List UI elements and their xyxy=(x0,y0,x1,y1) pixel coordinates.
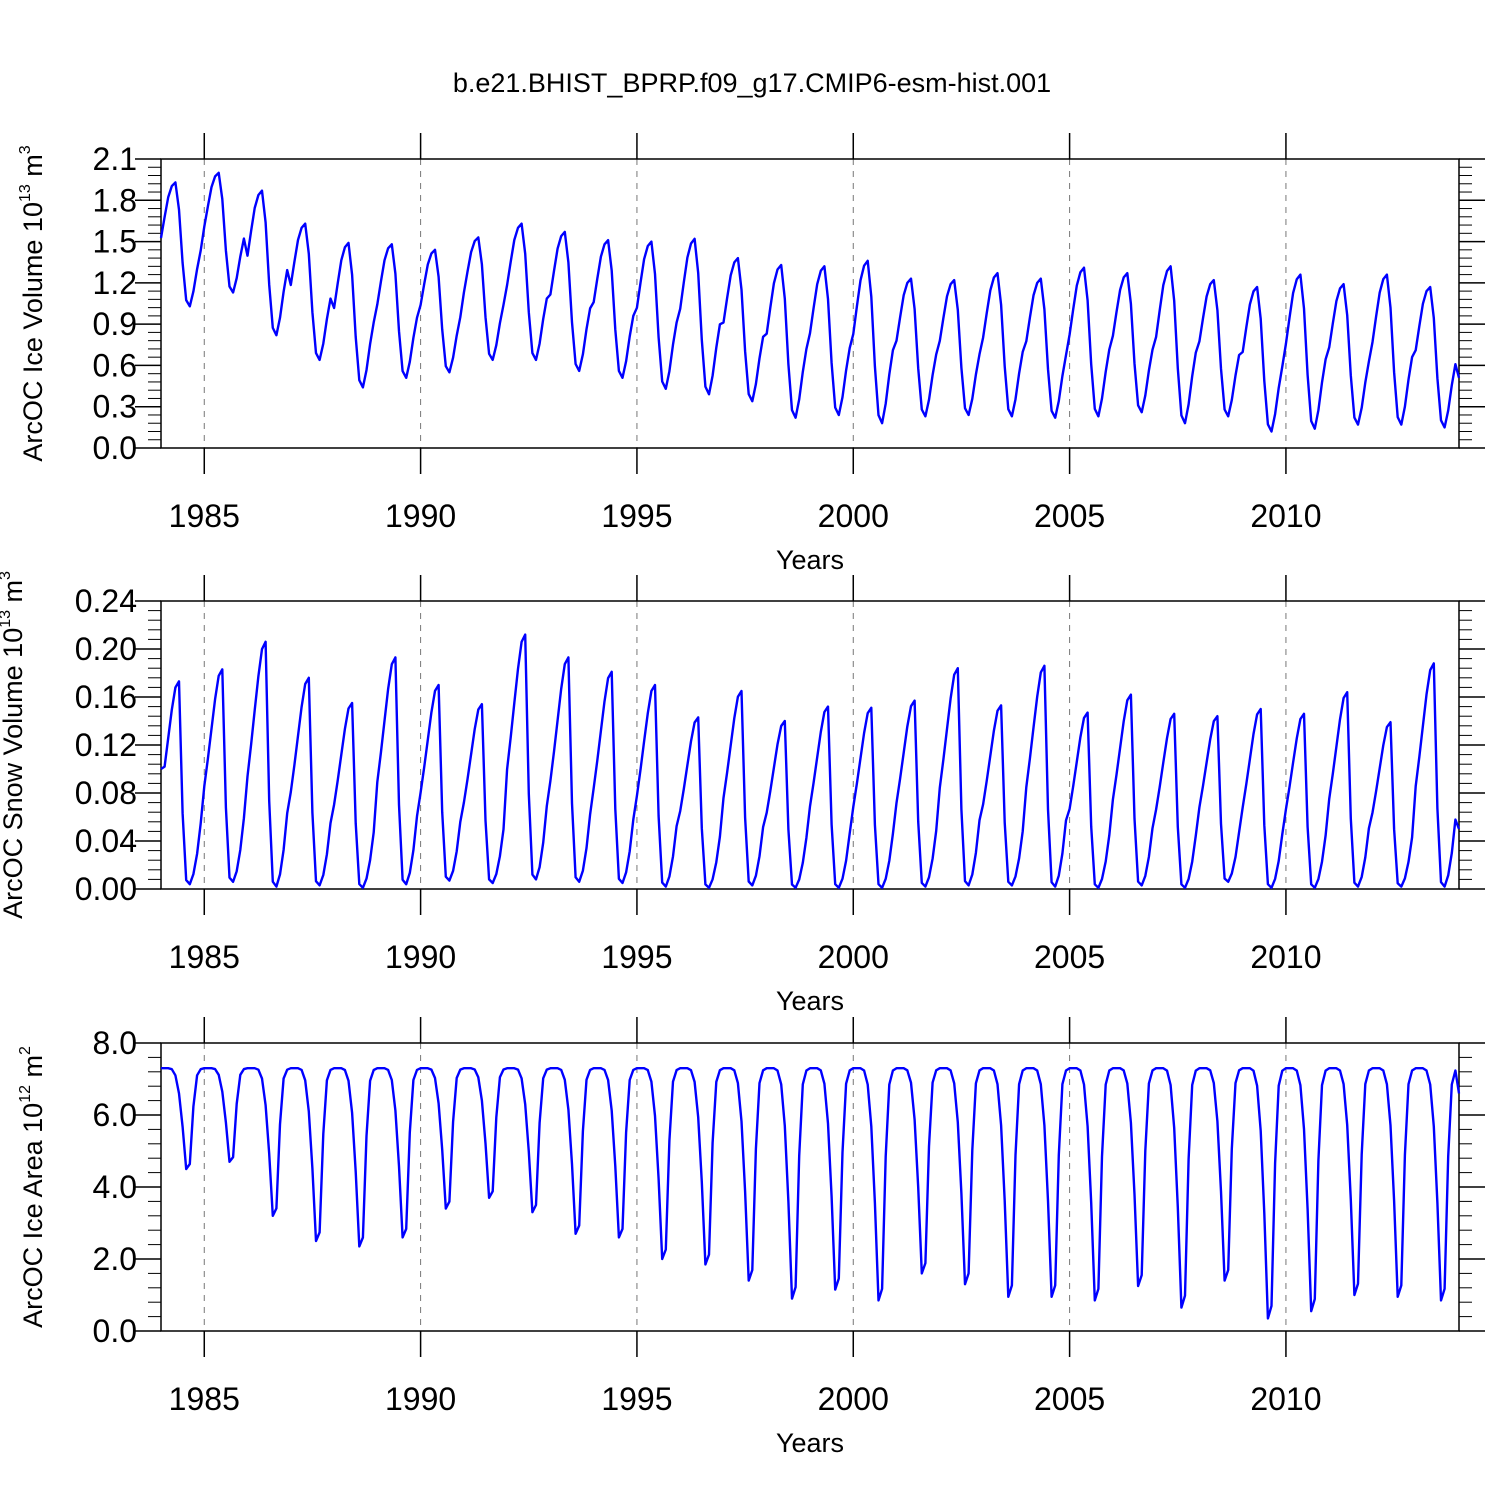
y-tick-label: 0.3 xyxy=(93,389,137,425)
y-tick-label: 1.2 xyxy=(93,265,137,301)
series-line-ice-volume xyxy=(159,171,1461,433)
x-tick-label: 2000 xyxy=(818,498,889,534)
x-tick-label: 2010 xyxy=(1250,939,1321,975)
panel-ice-volume: 1985 1990 1995 2000 2005 2010 Years 0.0 0.3 0.6 0.… xyxy=(17,133,1485,575)
y-tick-label: 0.16 xyxy=(75,679,137,715)
x-tick-label: 1995 xyxy=(601,1381,672,1417)
y-axis-title: ArcOC Snow Volume 1013 m3 xyxy=(0,571,28,919)
x-tick-label: 1990 xyxy=(385,939,456,975)
x-tick-label: 1985 xyxy=(169,498,240,534)
x-axis-title: Years xyxy=(776,986,844,1016)
series-line-snow-volume xyxy=(160,633,1461,889)
y-axis-title: ArcOC Ice Area 1012 m2 xyxy=(17,1046,48,1328)
x-axis-title: Years xyxy=(776,545,844,575)
x-tick-label: 2000 xyxy=(818,939,889,975)
y-tick-label: 2.0 xyxy=(93,1241,137,1277)
y-tick-label: 0.9 xyxy=(93,306,137,342)
y-tick-label: 1.8 xyxy=(93,182,137,218)
panel-ice-area: 1985 1990 1995 2000 2005 2010 Years 0.0 2.0 4.0 6.… xyxy=(17,1017,1485,1458)
x-axis-title: Years xyxy=(776,1428,844,1458)
y-tick-label: 0.24 xyxy=(75,583,137,619)
figure-title: b.e21.BHIST_BPRP.f09_g17.CMIP6-esm-hist.… xyxy=(453,68,1051,98)
panel-snow-volume: 1985 1990 1995 2000 2005 2010 Years 0.00 0.04 0.0… xyxy=(0,571,1485,1016)
x-tick-label: 1985 xyxy=(169,1381,240,1417)
x-tick-label: 1985 xyxy=(169,939,240,975)
panels: 1985 1990 1995 2000 2005 2010 Years 0.0 0.3 0.6 0.… xyxy=(0,133,1485,1458)
x-tick-label: 2000 xyxy=(818,1381,889,1417)
y-tick-label: 0.0 xyxy=(93,1313,137,1349)
y-tick-label: 0.6 xyxy=(93,347,137,383)
y-tick-label: 2.1 xyxy=(93,141,137,177)
y-tick-label: 6.0 xyxy=(93,1097,137,1133)
x-tick-label: 2005 xyxy=(1034,1381,1105,1417)
x-tick-label: 1995 xyxy=(601,498,672,534)
series-line-ice-area xyxy=(161,1067,1461,1320)
plot-frame xyxy=(160,600,1460,890)
y-tick-label: 1.5 xyxy=(93,224,137,260)
x-tick-label: 2010 xyxy=(1250,1381,1321,1417)
x-tick-label: 1990 xyxy=(385,1381,456,1417)
y-tick-label: 4.0 xyxy=(93,1169,137,1205)
y-tick-label: 0.00 xyxy=(75,871,137,907)
y-tick-label: 0.0 xyxy=(93,430,137,466)
x-tick-label: 2005 xyxy=(1034,498,1105,534)
y-tick-label: 0.12 xyxy=(75,727,137,763)
y-tick-label: 0.04 xyxy=(75,823,137,859)
x-tick-label: 1990 xyxy=(385,498,456,534)
x-tick-label: 1995 xyxy=(601,939,672,975)
y-tick-label: 0.08 xyxy=(75,775,137,811)
y-tick-label: 0.20 xyxy=(75,631,137,667)
x-tick-label: 2010 xyxy=(1250,498,1321,534)
x-tick-label: 2005 xyxy=(1034,939,1105,975)
y-tick-label: 8.0 xyxy=(93,1025,137,1061)
plot-frame xyxy=(160,158,1460,449)
y-axis-title: ArcOC Ice Volume 1013 m3 xyxy=(17,145,48,461)
